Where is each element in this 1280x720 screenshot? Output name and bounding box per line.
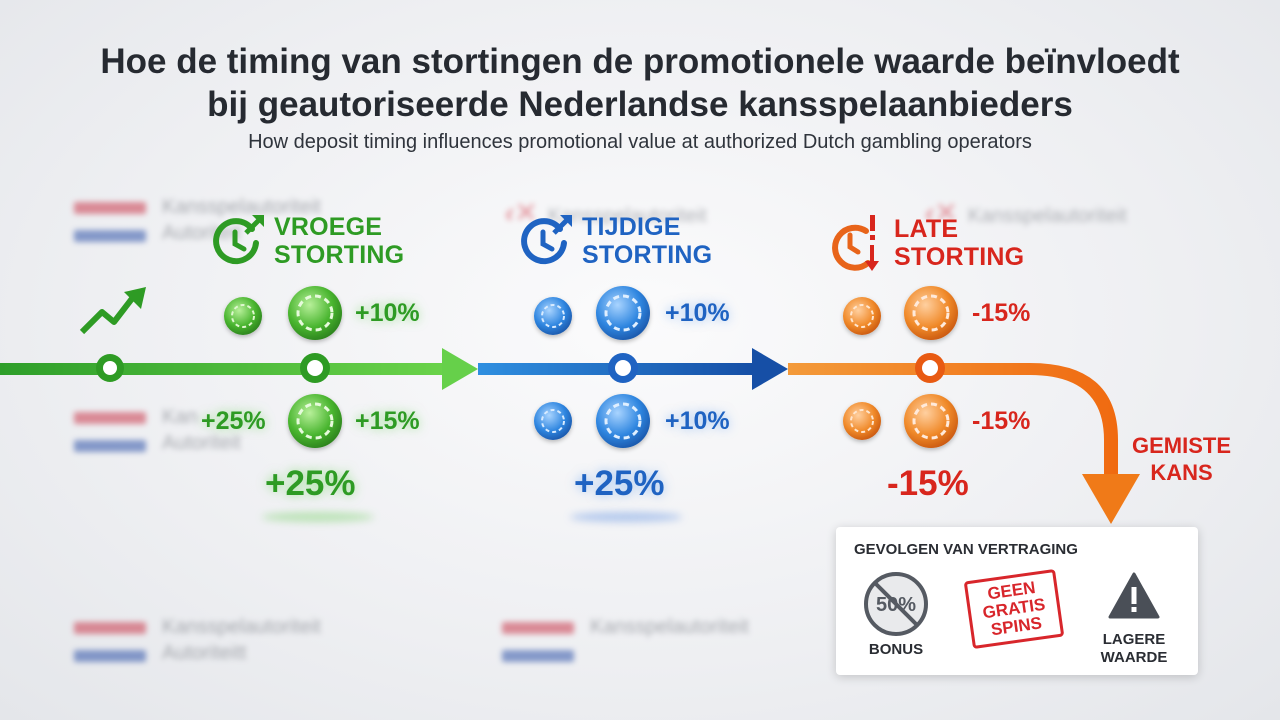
- chip-icon: [534, 402, 572, 440]
- consequence-lower-value: LAGERE WAARDE: [1088, 571, 1180, 667]
- timely-top-pct: +10%: [665, 299, 730, 327]
- early-total-pct: +25%: [265, 464, 356, 503]
- stage-label-line: STORTING: [274, 241, 405, 269]
- stage-header-early: VROEGE STORTING: [208, 213, 404, 269]
- arrowhead-early: [442, 348, 478, 390]
- chips-timely: [534, 286, 650, 448]
- title-line-2: bij geautoriseerde Nederlandse kansspela…: [207, 85, 1073, 124]
- clock-up-arrow-icon: [213, 215, 264, 265]
- chip-icon: [904, 394, 958, 448]
- watermark-text: Kansspelautoriteit: [162, 196, 321, 218]
- chip-icon: [596, 286, 650, 340]
- warning-icon: [1108, 572, 1160, 619]
- no-bonus-icon: 50%: [864, 572, 928, 636]
- chip-icon: [904, 286, 958, 340]
- arrowhead-missed: [1082, 474, 1140, 524]
- stage-header-timely: TIJDIGE STORTING: [516, 213, 712, 269]
- watermark-logo: Kan Autoriteit: [74, 406, 374, 460]
- timeline-segment-early: [0, 363, 445, 375]
- late-right-pct: -15%: [972, 407, 1031, 435]
- watermark-text: Kan: [162, 406, 198, 428]
- chip-icon: [534, 297, 572, 335]
- warning-label: LAGERE WAARDE: [1088, 631, 1180, 667]
- clock-up-arrow-icon: [521, 215, 572, 265]
- chip-icon: [596, 394, 650, 448]
- watermark-text: Autoriteit: [162, 432, 241, 454]
- watermark-swoosh-icon: ‹✕: [925, 197, 958, 228]
- stage-label-line: STORTING: [582, 241, 713, 269]
- timely-right-pct: +10%: [665, 407, 730, 435]
- watermark-flag-blue: [74, 440, 146, 452]
- warning-label-line: LAGERE: [1102, 631, 1166, 648]
- missed-chance-line: KANS: [1150, 460, 1213, 485]
- consequences-title: GEVOLGEN VAN VERTRAGING: [854, 541, 1078, 558]
- early-left-pct: +25%: [201, 407, 266, 435]
- consequence-bonus: 50% BONUS: [858, 571, 934, 659]
- chip-icon: [288, 286, 342, 340]
- chips-late: [843, 286, 958, 448]
- trend-up-icon: [79, 287, 146, 335]
- timeline-line: [0, 348, 1140, 524]
- timely-total-glow: [570, 512, 682, 522]
- watermark-flag-blue: [502, 650, 574, 662]
- watermark-flag-blue: [74, 650, 146, 662]
- watermark-logo: Kansspelautoriteit: [502, 616, 802, 670]
- no-free-spins-stamp: GEEN GRATIS SPINS: [963, 568, 1065, 650]
- watermark-mark: ‹✕ Kansspelautoriteit: [505, 196, 707, 229]
- stage-label-line: STORTING: [894, 243, 1025, 271]
- early-right-pct: +15%: [355, 407, 420, 435]
- watermark-text: Kansspelautoriteit: [547, 205, 707, 227]
- clock-warning-down-arrow-icon: [832, 215, 879, 271]
- watermark-logo: Kansspelautoriteit Autoriteitt: [74, 616, 374, 670]
- warning-label-line: WAARDE: [1100, 649, 1168, 666]
- watermark-text: Autoriteitt: [162, 642, 247, 664]
- node-timely-center: [615, 360, 631, 376]
- watermark-text: Kansspelautoriteit: [590, 616, 749, 638]
- early-total-glow: [262, 512, 374, 522]
- node-late-center: [922, 360, 938, 376]
- late-top-pct: -15%: [972, 299, 1031, 327]
- chip-icon: [843, 297, 881, 335]
- missed-chance-label: GEMISTE KANS: [1132, 432, 1231, 486]
- stage-label-late: LATE STORTING: [894, 215, 1024, 271]
- title-line-1: Hoe de timing van stortingen de promotio…: [100, 42, 1180, 81]
- watermark-flag-blue: [74, 230, 146, 242]
- stage-header-late: LATE STORTING: [828, 213, 1024, 273]
- early-top-pct: +10%: [355, 299, 420, 327]
- watermark-flag-red: [502, 622, 574, 634]
- stage-label-line: TIJDIGE: [582, 213, 681, 241]
- late-total-pct: -15%: [887, 464, 969, 503]
- watermark-text: Kansspelautoriteit: [967, 205, 1127, 227]
- chip-icon: [843, 402, 881, 440]
- chip-icon: [288, 394, 342, 448]
- timely-total-pct: +25%: [574, 464, 665, 503]
- stage-label-line: LATE: [894, 215, 959, 243]
- watermark-flag-red: [74, 412, 146, 424]
- node-start-center: [103, 361, 117, 375]
- consequences-panel: GEVOLGEN VAN VERTRAGING 50% BONUS GEEN G…: [836, 527, 1198, 675]
- bonus-label: BONUS: [868, 641, 924, 658]
- watermark-flag-red: [74, 622, 146, 634]
- arrowhead-timely: [752, 348, 788, 390]
- node-early-center: [307, 360, 323, 376]
- watermark-flag-red: [74, 202, 146, 214]
- watermark-text: Kansspelautoriteit: [162, 616, 321, 638]
- stage-label-line: VROEGE: [274, 213, 383, 241]
- timeline-segment-late: [788, 363, 1118, 478]
- chips-early: [224, 286, 342, 448]
- timeline-nodes: [96, 353, 945, 383]
- stage-label-timely: TIJDIGE STORTING: [582, 213, 712, 269]
- page-subtitle: How deposit timing influences promotiona…: [248, 131, 1032, 153]
- page-title: Hoe de timing van stortingen de promotio…: [0, 40, 1280, 126]
- chip-icon: [224, 297, 262, 335]
- watermark-mark: ‹✕ Kansspelautoriteit: [925, 196, 1127, 229]
- missed-chance-line: GEMISTE: [1132, 433, 1232, 458]
- stage-label-early: VROEGE STORTING: [274, 213, 404, 269]
